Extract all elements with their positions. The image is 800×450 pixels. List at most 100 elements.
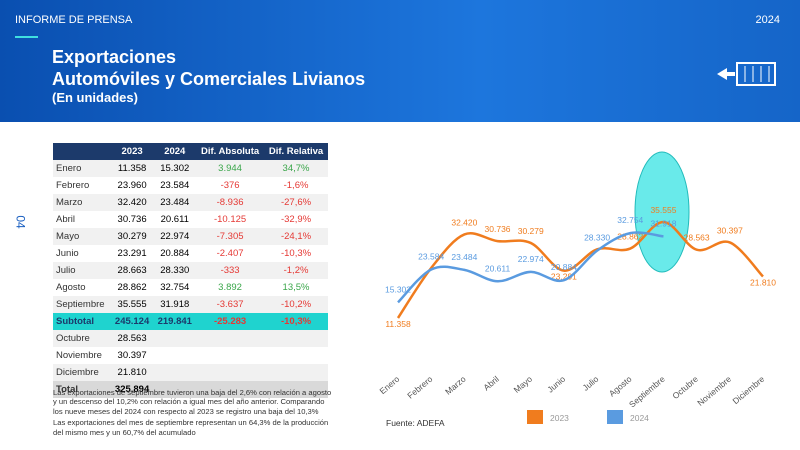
- table-row: Abril 30.736 20.611 -10.125 -32,9%: [53, 211, 328, 228]
- header-cell: Dif. Absoluta: [196, 143, 265, 160]
- table-row: Octubre 28.563: [53, 330, 328, 347]
- data-label: 23.484: [451, 252, 477, 262]
- table-cell: Marzo: [53, 194, 111, 211]
- table-cell: -27,6%: [264, 194, 328, 211]
- table-cell: [153, 330, 197, 347]
- header: INFORME DE PRENSA 2024 Exportaciones Auto…: [0, 0, 800, 122]
- table-cell: -7.305: [196, 228, 265, 245]
- header-cell: 2023: [110, 143, 154, 160]
- table-cell: -1,2%: [264, 262, 328, 279]
- table-cell: 245.124: [110, 313, 154, 330]
- report-label: INFORME DE PRENSA: [15, 14, 133, 26]
- year: 2024: [755, 14, 780, 26]
- x-tick-label: Enero: [377, 374, 401, 396]
- table-row: Septiembre 35.555 31.918 -3.637 -10,2%: [53, 296, 328, 313]
- table-cell: 32.420: [110, 194, 154, 211]
- data-table: 2023 2024 Dif. Absoluta Dif. Relativa Enero 1…: [53, 143, 328, 398]
- title: Exportaciones Automóviles y Comerciales L…: [52, 46, 365, 90]
- x-tick-label: Marzo: [443, 374, 468, 397]
- table-cell: [153, 364, 197, 381]
- x-tick-label: Noviembre: [695, 374, 733, 408]
- table-cell: [196, 364, 265, 381]
- data-label: 20.884: [551, 262, 577, 272]
- table-cell: Total: [53, 381, 111, 398]
- table-cell: Enero: [53, 160, 111, 177]
- table-cell: 20.611: [160, 214, 189, 225]
- table-cell: Septiembre: [53, 296, 111, 313]
- table-cell: Abril: [56, 214, 76, 225]
- table-cell: 28.862: [117, 282, 147, 293]
- table-row: Subtotal 245.124 219.841 -25.283 -10,3%: [53, 313, 328, 330]
- table-cell: 30.736: [117, 214, 147, 225]
- series-line: [396, 220, 764, 319]
- table-cell: [196, 330, 265, 347]
- header-cell: Dif. Relativa: [264, 143, 328, 160]
- x-tick-label: Abril: [481, 374, 501, 393]
- notes: Las exportaciones de septiembre tuvieron…: [53, 388, 333, 439]
- table-cell: Febrero: [56, 180, 90, 191]
- table-cell: 35.555: [110, 296, 154, 313]
- table-row: Junio 23.291 20.884 -2.407 -10,3%: [53, 245, 328, 262]
- x-tick-label: Junio: [545, 374, 567, 395]
- x-tick-label: Julio: [581, 374, 601, 393]
- table-cell: -10,3%: [280, 248, 312, 259]
- table-cell: Subtotal: [53, 313, 111, 330]
- table-row: Mayo 30.279 22.974 -7.305 -24,1%: [53, 228, 328, 245]
- x-tick-label: Septiembre: [627, 374, 667, 410]
- table-cell: 23.584: [160, 180, 190, 191]
- table-cell: 13,5%: [282, 282, 310, 293]
- table-cell: [153, 381, 197, 398]
- table-cell: 20.884: [160, 248, 190, 259]
- table-cell: Octubre: [53, 330, 111, 347]
- x-tick-label: Mayo: [512, 374, 535, 395]
- data-label: 30.736: [485, 224, 511, 234]
- title-line: Automóviles y Comerciales Livianos: [52, 69, 366, 89]
- table-cell: 325.894: [110, 381, 154, 398]
- data-label: 22.974: [518, 254, 544, 264]
- table-cell: -376: [220, 180, 240, 191]
- table-cell: 28.663: [110, 262, 154, 279]
- table-cell: 3.944: [196, 160, 265, 177]
- table-cell: 34,7%: [264, 160, 328, 177]
- legend-label: 2023: [550, 413, 569, 423]
- table-cell: Junio: [56, 248, 79, 259]
- legend-label: 2024: [630, 413, 649, 423]
- table-cell: 15.302: [153, 160, 197, 177]
- data-label: 11.358: [385, 319, 411, 329]
- table-cell: -333: [196, 262, 265, 279]
- table-cell: Diciembre: [53, 364, 111, 381]
- table-cell: 32.754: [160, 282, 190, 293]
- table-cell: -3.637: [196, 296, 265, 313]
- data-label: 23.291: [551, 272, 577, 282]
- table-row: Diciembre 21.810: [53, 364, 328, 381]
- table-cell: 219.841: [153, 313, 197, 330]
- data-label: 28.862: [617, 232, 643, 242]
- data-label: 28.330: [584, 233, 610, 243]
- x-tick-label: Agosto: [607, 374, 634, 399]
- table-cell: Mayo: [53, 228, 111, 245]
- table-cell: 22.974: [153, 228, 197, 245]
- legend-swatch: [607, 410, 623, 424]
- table-row: Noviembre 30.397: [53, 347, 328, 364]
- table-cell: [264, 330, 328, 347]
- table-cell: -32,9%: [280, 214, 312, 225]
- data-label: 35.555: [650, 205, 676, 215]
- table-cell: Agosto: [56, 282, 86, 293]
- table-cell: 31.918: [153, 296, 197, 313]
- x-tick-label: Diciembre: [731, 374, 767, 406]
- table-row: Marzo 32.420 23.484 -8.936 -27,6%: [53, 194, 328, 211]
- table-cell: -8.936: [196, 194, 265, 211]
- accent: [15, 36, 38, 38]
- table-cell: -2.407: [216, 248, 244, 259]
- data-label: 31.918: [650, 218, 676, 228]
- table-cell: Noviembre: [56, 350, 102, 361]
- table-cell: -24,1%: [264, 228, 328, 245]
- title-line: Exportaciones: [52, 47, 177, 67]
- highlight: [634, 151, 690, 273]
- table-cell: 23.484: [153, 194, 197, 211]
- legend-swatch: [527, 410, 543, 424]
- table-cell: 30.279: [110, 228, 154, 245]
- data-label: 32.754: [617, 215, 643, 225]
- table-row: Total 325.894: [53, 381, 328, 398]
